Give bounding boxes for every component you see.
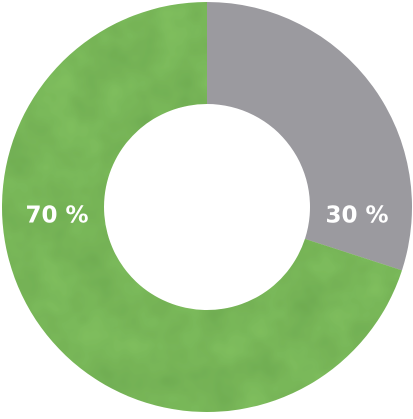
data-label: 70 %	[25, 203, 88, 229]
slice	[207, 2, 412, 271]
data-label: 30 %	[325, 203, 388, 229]
labels: 30 % 70 %	[25, 203, 388, 229]
donut	[2, 2, 412, 412]
slice	[2, 2, 402, 412]
